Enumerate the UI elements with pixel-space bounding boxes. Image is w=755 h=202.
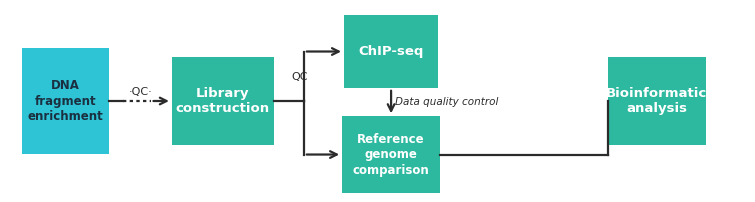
Text: Data quality control: Data quality control	[395, 97, 498, 107]
Text: QC: QC	[292, 72, 308, 82]
Text: DNA
fragment
enrichment: DNA fragment enrichment	[28, 79, 103, 123]
FancyBboxPatch shape	[22, 48, 109, 154]
FancyBboxPatch shape	[344, 15, 438, 88]
Text: Library
construction: Library construction	[176, 87, 270, 115]
Text: Reference
genome
comparison: Reference genome comparison	[353, 133, 430, 177]
FancyBboxPatch shape	[608, 57, 706, 145]
FancyBboxPatch shape	[171, 57, 273, 145]
Text: ·QC·: ·QC·	[128, 87, 153, 97]
Text: ChIP-seq: ChIP-seq	[359, 45, 424, 58]
FancyBboxPatch shape	[342, 116, 440, 193]
Text: Bioinformatic
analysis: Bioinformatic analysis	[606, 87, 707, 115]
